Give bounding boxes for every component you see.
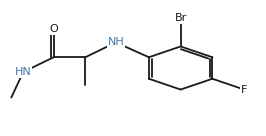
Text: O: O: [49, 24, 58, 34]
Text: HN: HN: [15, 67, 32, 77]
Text: F: F: [241, 85, 247, 95]
Text: Br: Br: [174, 13, 187, 23]
Text: NH: NH: [107, 37, 124, 47]
